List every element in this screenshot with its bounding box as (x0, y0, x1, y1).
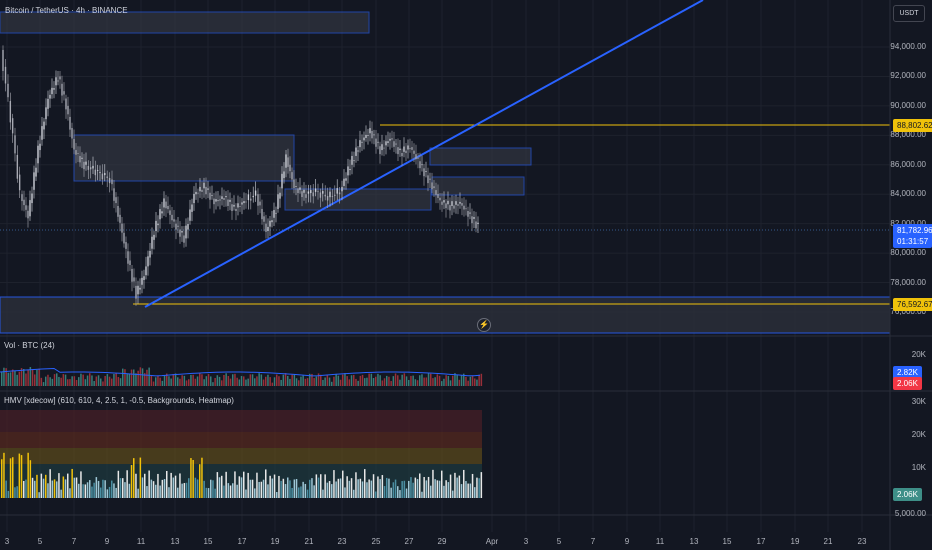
time-axis-label: 3 (4, 537, 10, 546)
price-axis-label: 80,000.00 (890, 248, 926, 258)
volume-sma-badge: 2.82K (893, 366, 922, 379)
price-candles (2, 45, 479, 306)
time-axis-label: 17 (756, 537, 766, 546)
hmv-axis-5000: 5,000.00 (894, 509, 926, 518)
price-axis-label: 84,000.00 (890, 189, 926, 199)
zone-top[interactable] (0, 11, 370, 34)
resistance-price-badge: 88,802.62 (893, 119, 932, 132)
time-axis-label: 15 (722, 537, 732, 546)
price-axis-label: 88,000.00 (890, 130, 926, 140)
time-axis-label: 11 (136, 537, 146, 546)
support-zone[interactable] (0, 296, 891, 334)
volume-badge: 2.06K (893, 377, 922, 390)
time-axis-label: 27 (404, 537, 414, 546)
countdown-badge: 01:31:57 (893, 235, 932, 248)
current-price-badge: 81,782.96 (893, 224, 932, 237)
time-axis-label: 29 (437, 537, 447, 546)
time-axis-label: 15 (203, 537, 213, 546)
time-axis-label: 25 (371, 537, 381, 546)
price-axis-label: 86,000.00 (890, 159, 926, 169)
time-axis-label: 9 (104, 537, 110, 546)
time-axis-label: 21 (304, 537, 314, 546)
volume-title[interactable]: Vol · BTC (24) (4, 341, 55, 350)
time-axis-label: 13 (689, 537, 699, 546)
time-axis-label: 23 (857, 537, 867, 546)
zone-mid[interactable] (284, 188, 432, 211)
hmv-axis-20k: 20K (911, 430, 926, 439)
price-axis-label: 94,000.00 (890, 42, 926, 51)
time-axis-label: 11 (655, 537, 665, 546)
volume-bars (0, 367, 483, 386)
price-axis-label: 92,000.00 (890, 71, 926, 81)
time-axis-label: 3 (523, 537, 529, 546)
hmv-value-badge: 2.06K (893, 488, 922, 501)
time-axis-label: 17 (237, 537, 247, 546)
currency-button[interactable]: USDT (893, 5, 925, 22)
zone-right-lower[interactable] (431, 176, 525, 196)
lightning-icon[interactable]: ⚡ (477, 318, 491, 332)
volume-axis-label: 20K (911, 350, 926, 359)
time-axis-label: 5 (37, 537, 43, 546)
time-axis-label: 19 (790, 537, 800, 546)
time-axis-label: 23 (337, 537, 347, 546)
time-axis-label: 7 (71, 537, 77, 546)
price-axis-label: 90,000.00 (890, 100, 926, 110)
hmv-axis-10k: 10K (911, 463, 926, 472)
time-axis-label: 13 (170, 537, 180, 546)
time-axis-label: 21 (823, 537, 833, 546)
time-axis-label: Apr (485, 537, 499, 546)
price-axis-label: 76,000.00 (890, 307, 926, 316)
hmv-axis-30k: 30K (911, 397, 926, 406)
price-axis-label: 78,000.00 (890, 277, 926, 287)
time-axis-label: 5 (556, 537, 562, 546)
zone-left[interactable] (73, 134, 295, 182)
support-price-badge: 76,592.67 (893, 298, 932, 311)
symbol-title[interactable]: Bitcoin / TetherUS · 4h · BINANCE (5, 6, 128, 15)
time-axis-label: 7 (590, 537, 596, 546)
zone-right-upper[interactable] (429, 147, 532, 166)
time-axis-label: 19 (270, 537, 280, 546)
trendline[interactable] (144, 0, 704, 308)
hmv-title[interactable]: HMV [xdecow] (610, 610, 4, 2.5, 1, -0.5,… (4, 396, 234, 405)
hmv-bars (1, 452, 483, 498)
price-axis-label: 82,000.00 (890, 219, 926, 228)
time-axis-label: 9 (624, 537, 630, 546)
